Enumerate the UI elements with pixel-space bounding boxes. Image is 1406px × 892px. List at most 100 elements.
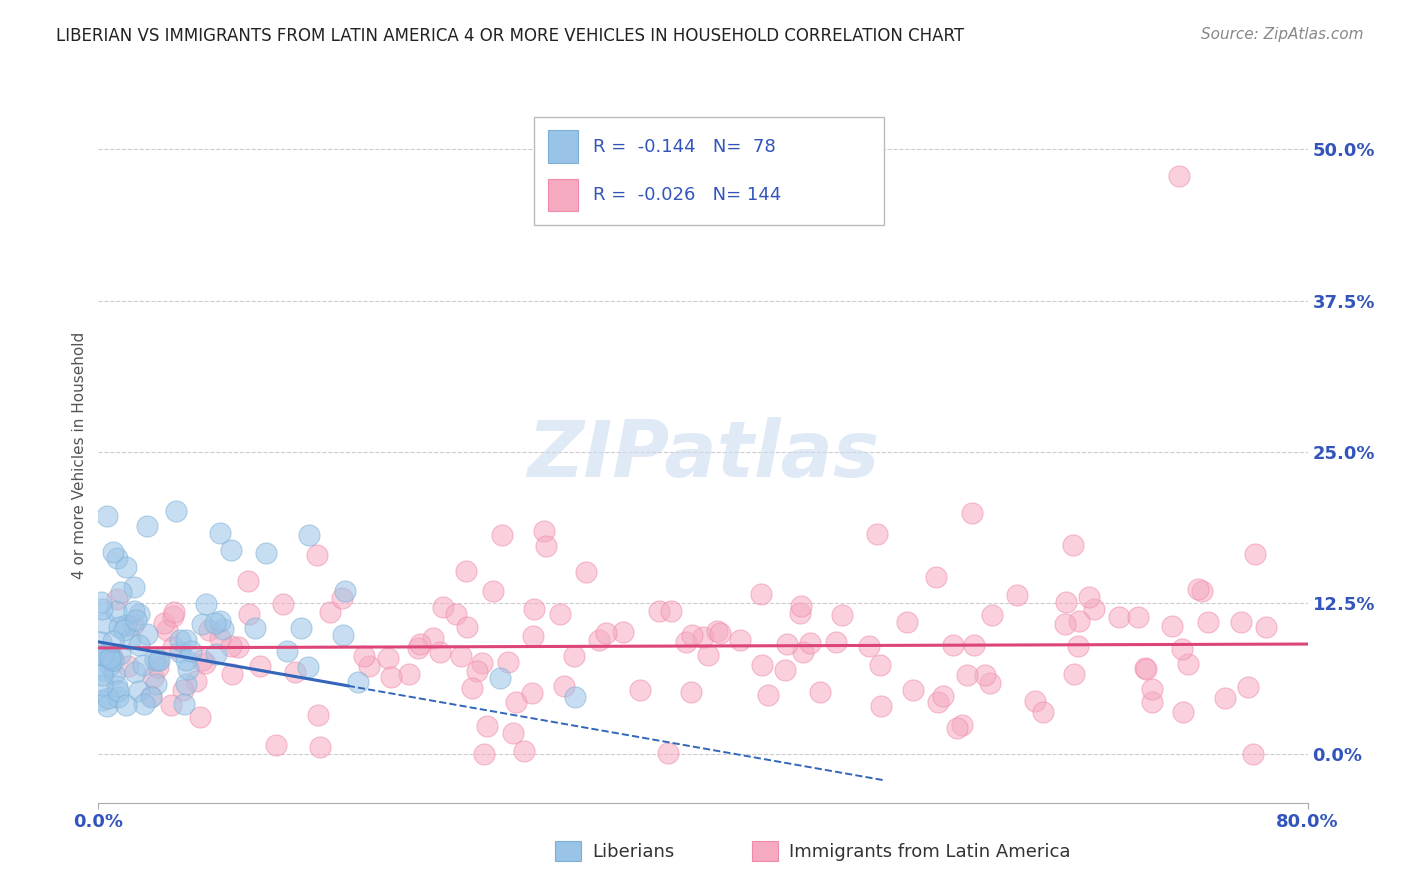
Point — [681, 628, 703, 642]
Point — [1243, 747, 1265, 762]
Point — [963, 639, 986, 653]
Point — [124, 665, 146, 679]
Point — [221, 666, 243, 681]
Point — [659, 604, 682, 618]
Point — [105, 592, 128, 607]
Text: R =  -0.144   N=  78: R = -0.144 N= 78 — [593, 137, 776, 155]
Point — [307, 549, 329, 563]
Point — [172, 682, 194, 697]
Point — [105, 551, 128, 566]
Point — [491, 528, 513, 542]
Point — [143, 653, 166, 667]
Point — [1108, 610, 1130, 624]
Point — [96, 509, 118, 524]
Point — [505, 695, 527, 709]
Point — [332, 628, 354, 642]
Point — [574, 566, 596, 580]
Point — [308, 739, 330, 754]
Point — [858, 640, 880, 654]
Point — [896, 615, 918, 630]
Point — [107, 684, 129, 698]
Point — [792, 645, 814, 659]
Point — [169, 645, 191, 659]
Point — [973, 667, 995, 681]
Point — [91, 678, 114, 692]
Point — [128, 638, 150, 652]
Point — [128, 683, 150, 698]
Point — [139, 690, 162, 704]
Text: R =  -0.026   N= 144: R = -0.026 N= 144 — [593, 186, 782, 204]
Point — [380, 670, 402, 684]
Point — [675, 635, 697, 649]
Point — [146, 660, 169, 674]
Point — [1128, 610, 1150, 624]
Point — [1237, 680, 1260, 694]
Point — [1078, 590, 1101, 604]
Point — [107, 690, 129, 705]
Point — [117, 658, 139, 673]
Point — [1168, 169, 1191, 183]
Point — [1083, 602, 1105, 616]
Point — [472, 747, 495, 762]
Point — [90, 692, 112, 706]
Point — [377, 650, 399, 665]
Point — [353, 648, 375, 663]
Point — [91, 663, 114, 677]
Point — [191, 617, 214, 632]
Point — [98, 657, 121, 672]
Point — [534, 540, 557, 554]
Text: LIBERIAN VS IMMIGRANTS FROM LATIN AMERICA 4 OR MORE VEHICLES IN HOUSEHOLD CORREL: LIBERIAN VS IMMIGRANTS FROM LATIN AMERIC… — [56, 27, 965, 45]
Point — [1191, 583, 1213, 598]
Point — [209, 614, 232, 628]
Point — [1187, 582, 1209, 597]
Point — [156, 623, 179, 637]
Point — [789, 606, 811, 620]
Text: ZIPatlas: ZIPatlas — [527, 417, 879, 493]
Point — [105, 679, 128, 693]
Point — [756, 689, 779, 703]
Point — [115, 698, 138, 712]
Point — [100, 654, 122, 668]
Point — [523, 601, 546, 615]
Point — [103, 653, 125, 667]
Point — [475, 719, 498, 733]
Point — [749, 587, 772, 601]
Point — [465, 664, 488, 678]
Point — [409, 637, 432, 651]
Point — [1213, 691, 1236, 706]
Point — [595, 625, 617, 640]
Point — [159, 698, 181, 712]
Point — [198, 623, 221, 637]
Point — [128, 607, 150, 621]
Point — [209, 526, 232, 541]
Point — [298, 528, 321, 542]
Point — [461, 681, 484, 696]
Point — [927, 695, 949, 709]
Point — [205, 647, 228, 661]
Point — [96, 698, 118, 713]
Point — [955, 667, 977, 681]
Point — [1256, 620, 1278, 634]
Point — [90, 668, 112, 682]
Point — [1197, 615, 1219, 629]
Point — [163, 605, 186, 619]
Point — [98, 651, 121, 665]
FancyBboxPatch shape — [548, 179, 578, 211]
Point — [1177, 657, 1199, 672]
Point — [562, 648, 585, 663]
Point — [1230, 615, 1253, 629]
Point — [450, 648, 472, 663]
Point — [173, 697, 195, 711]
Point — [866, 527, 889, 541]
Point — [132, 697, 155, 711]
Point — [981, 608, 1004, 623]
Point — [553, 679, 575, 693]
Point — [398, 666, 420, 681]
Point — [932, 689, 955, 703]
Point — [204, 615, 226, 630]
Point — [1067, 639, 1090, 653]
Text: Liberians: Liberians — [592, 843, 673, 861]
Point — [186, 673, 208, 688]
Point — [180, 644, 202, 658]
Point — [489, 671, 512, 685]
